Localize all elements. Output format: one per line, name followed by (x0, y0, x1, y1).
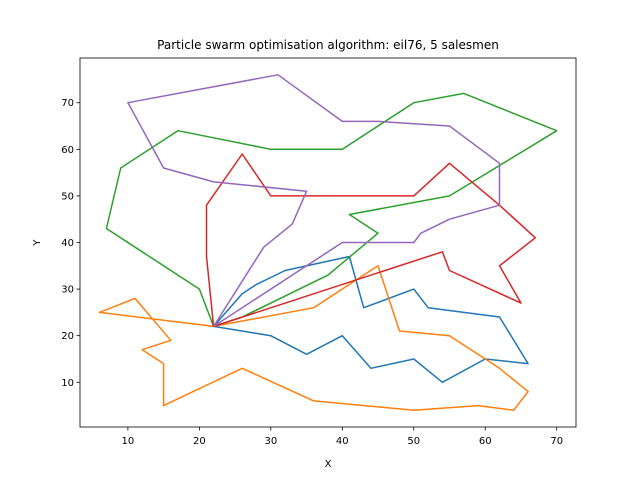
y-tick-label: 10 (61, 378, 74, 389)
x-tick-label: 10 (122, 436, 135, 447)
y-tick-label: 50 (61, 191, 74, 202)
route-line-4 (205, 153, 537, 328)
y-tick-label: 20 (61, 331, 74, 342)
x-tick-label: 40 (336, 436, 349, 447)
x-axis-ticks: 10 20 30 40 50 60 70 (122, 427, 563, 447)
y-tick-label: 70 (61, 98, 74, 109)
x-tick-label: 30 (264, 436, 277, 447)
y-axis-ticks: 10 20 30 40 50 60 70 (61, 98, 80, 389)
chart-title: Particle swarm optimisation algorithm: e… (157, 38, 499, 52)
route-line-2 (98, 265, 529, 411)
x-tick-label: 60 (479, 436, 492, 447)
route-line-1 (213, 255, 529, 384)
series-lines (98, 74, 558, 411)
x-tick-label: 20 (193, 436, 206, 447)
x-tick-label: 70 (550, 436, 563, 447)
x-axis-label: X (325, 459, 332, 470)
route-line-3 (105, 92, 558, 328)
y-tick-label: 60 (61, 145, 74, 156)
y-tick-label: 40 (61, 238, 74, 249)
y-axis-label: Y (32, 239, 43, 247)
x-tick-label: 50 (407, 436, 420, 447)
route-line-5 (127, 74, 501, 328)
y-tick-label: 30 (61, 285, 74, 296)
